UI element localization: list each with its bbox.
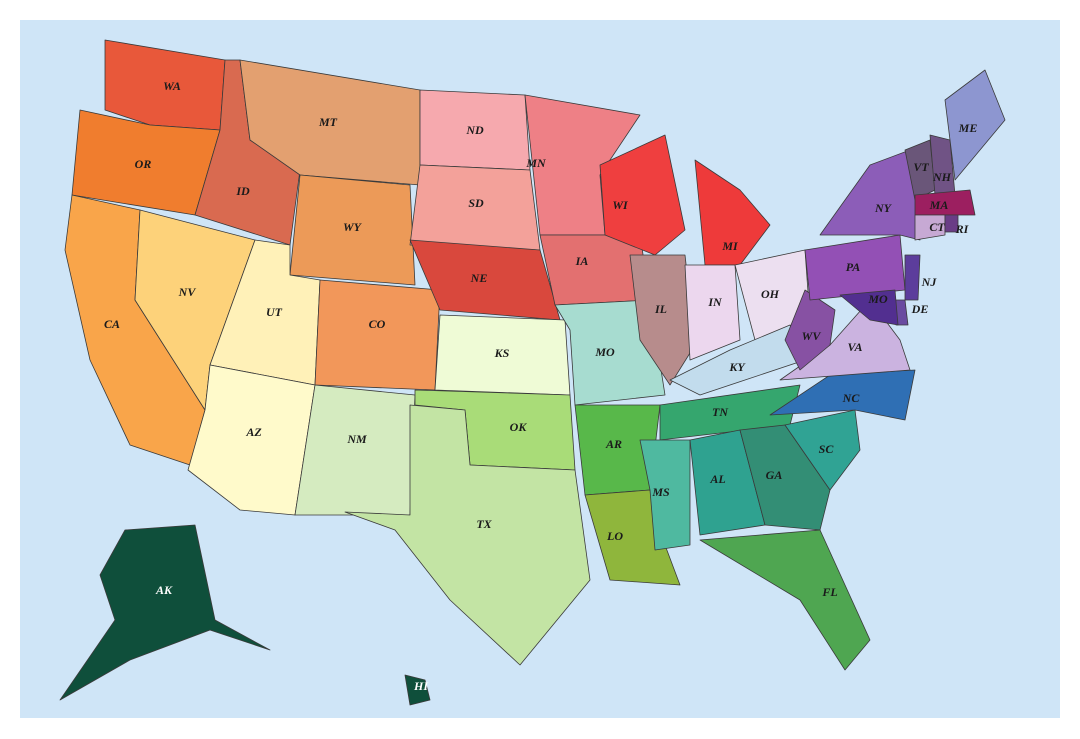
state-label: ME [958, 121, 978, 135]
state-label: RI [955, 222, 970, 236]
state-label: NC [842, 391, 861, 405]
state-shape [904, 254, 921, 301]
state-label: FL [821, 585, 837, 599]
state-shape [314, 279, 441, 391]
state-label: NH [932, 170, 952, 184]
state-labels: WA OR CA ID NV MT WY UT AZ CO NM ND SD NE KS OK TX MN IA MO… [104, 79, 977, 693]
state-label: NM [346, 432, 367, 446]
state-shape [629, 254, 696, 386]
state-shape [839, 289, 899, 326]
state-label: OR [135, 157, 152, 171]
state-label: AZ [245, 425, 262, 439]
state-label: MO [594, 345, 615, 359]
state-shape [914, 189, 976, 216]
state-label: KS [494, 346, 510, 360]
state-label: MO [867, 292, 888, 306]
state-label: IA [575, 254, 589, 268]
state-shape [599, 134, 686, 256]
state-label: LO [606, 529, 623, 543]
state-shape [784, 289, 836, 371]
state-label: SD [468, 196, 484, 210]
state-label: MN [525, 156, 547, 170]
state-shape [639, 439, 691, 551]
state-shape [694, 159, 771, 266]
state-label: HI [413, 679, 429, 693]
state-shape [914, 214, 946, 241]
state-label: VT [913, 160, 929, 174]
state-label: CO [369, 317, 386, 331]
state-label: MA [929, 198, 949, 212]
state-label: AK [155, 583, 173, 597]
state-label: AR [605, 437, 622, 451]
state-label: WV [802, 329, 822, 343]
state-label: WA [163, 79, 181, 93]
state-label: GA [766, 468, 783, 482]
state-label: AL [709, 472, 725, 486]
state-label: OK [510, 420, 528, 434]
state-label: NJ [921, 275, 938, 289]
state-label: NV [178, 285, 197, 299]
state-label: SC [819, 442, 835, 456]
state-shape [554, 299, 666, 406]
state-shape [404, 674, 431, 706]
state-label: ID [235, 184, 250, 198]
state-label: PA [846, 260, 860, 274]
state-label: TX [476, 517, 492, 531]
state-label: DE [911, 302, 929, 316]
state-label: MS [651, 485, 670, 499]
state-shape [699, 529, 871, 671]
state-shape [684, 264, 741, 361]
state-shape [784, 409, 861, 491]
state-shape [739, 424, 831, 531]
state-label: MT [318, 115, 338, 129]
state-label: CA [104, 317, 120, 331]
state-label: OH [761, 287, 780, 301]
state-label: TN [712, 405, 729, 419]
state-shape [239, 59, 421, 186]
state-shape [294, 384, 416, 516]
state-shape [289, 174, 416, 286]
state-label: UT [266, 305, 283, 319]
state-label: CT [929, 220, 945, 234]
state-shape [769, 369, 916, 421]
state-shape [944, 69, 1006, 181]
state-label: ND [465, 123, 484, 137]
state-label: WI [612, 198, 629, 212]
state-label: NY [874, 201, 893, 215]
state-shape [944, 214, 959, 233]
state-label: KY [728, 360, 746, 374]
state-shape [59, 524, 271, 701]
state-label: VA [847, 340, 862, 354]
state-label: NE [470, 271, 488, 285]
states [59, 39, 1006, 706]
state-shape [344, 404, 591, 666]
state-label: IN [707, 295, 723, 309]
state-label: MI [721, 239, 739, 253]
state-label: WY [343, 220, 363, 234]
state-label: IL [654, 302, 667, 316]
